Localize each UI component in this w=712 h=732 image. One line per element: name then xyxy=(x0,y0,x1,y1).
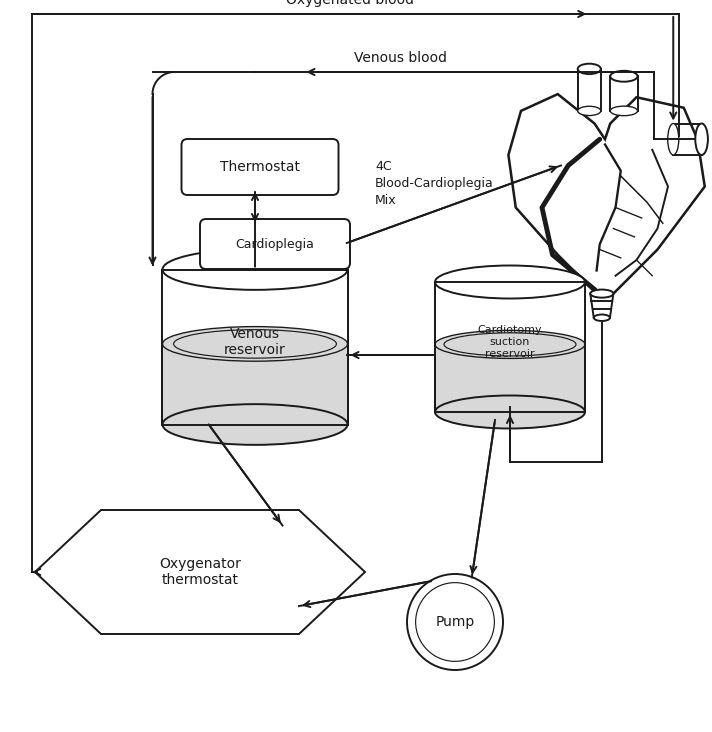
Bar xyxy=(162,269,347,425)
Ellipse shape xyxy=(577,106,601,116)
Ellipse shape xyxy=(696,124,708,155)
Ellipse shape xyxy=(594,315,610,321)
Circle shape xyxy=(407,574,503,670)
Ellipse shape xyxy=(162,326,347,361)
Ellipse shape xyxy=(435,266,585,299)
Text: Cardioplegia: Cardioplegia xyxy=(236,237,315,250)
Text: 4C
Blood-Cardioplegia
Mix: 4C Blood-Cardioplegia Mix xyxy=(375,160,493,207)
Text: Venous
reservoir: Venous reservoir xyxy=(224,327,286,357)
Bar xyxy=(435,282,585,412)
Bar xyxy=(162,269,347,344)
Ellipse shape xyxy=(435,330,585,359)
Bar xyxy=(435,282,585,344)
Ellipse shape xyxy=(162,404,347,445)
Polygon shape xyxy=(35,510,365,634)
Bar xyxy=(435,282,585,412)
Ellipse shape xyxy=(668,124,679,155)
Bar xyxy=(435,344,585,412)
Text: Thermostat: Thermostat xyxy=(220,160,300,174)
Polygon shape xyxy=(590,294,614,318)
Ellipse shape xyxy=(577,64,601,74)
Text: Oxygenated blood: Oxygenated blood xyxy=(286,0,414,7)
Ellipse shape xyxy=(162,249,347,290)
Ellipse shape xyxy=(610,71,637,82)
Text: Cardiotomy
suction
reservoir: Cardiotomy suction reservoir xyxy=(478,326,543,359)
FancyBboxPatch shape xyxy=(200,219,350,269)
Ellipse shape xyxy=(610,106,637,116)
FancyBboxPatch shape xyxy=(182,139,338,195)
Text: Pump: Pump xyxy=(435,615,475,629)
Ellipse shape xyxy=(435,395,585,428)
Polygon shape xyxy=(508,94,705,302)
Bar xyxy=(162,344,347,425)
Text: Oxygenator
thermostat: Oxygenator thermostat xyxy=(159,557,241,587)
Bar xyxy=(162,269,347,425)
Ellipse shape xyxy=(590,290,614,298)
Text: Venous blood: Venous blood xyxy=(353,51,446,65)
